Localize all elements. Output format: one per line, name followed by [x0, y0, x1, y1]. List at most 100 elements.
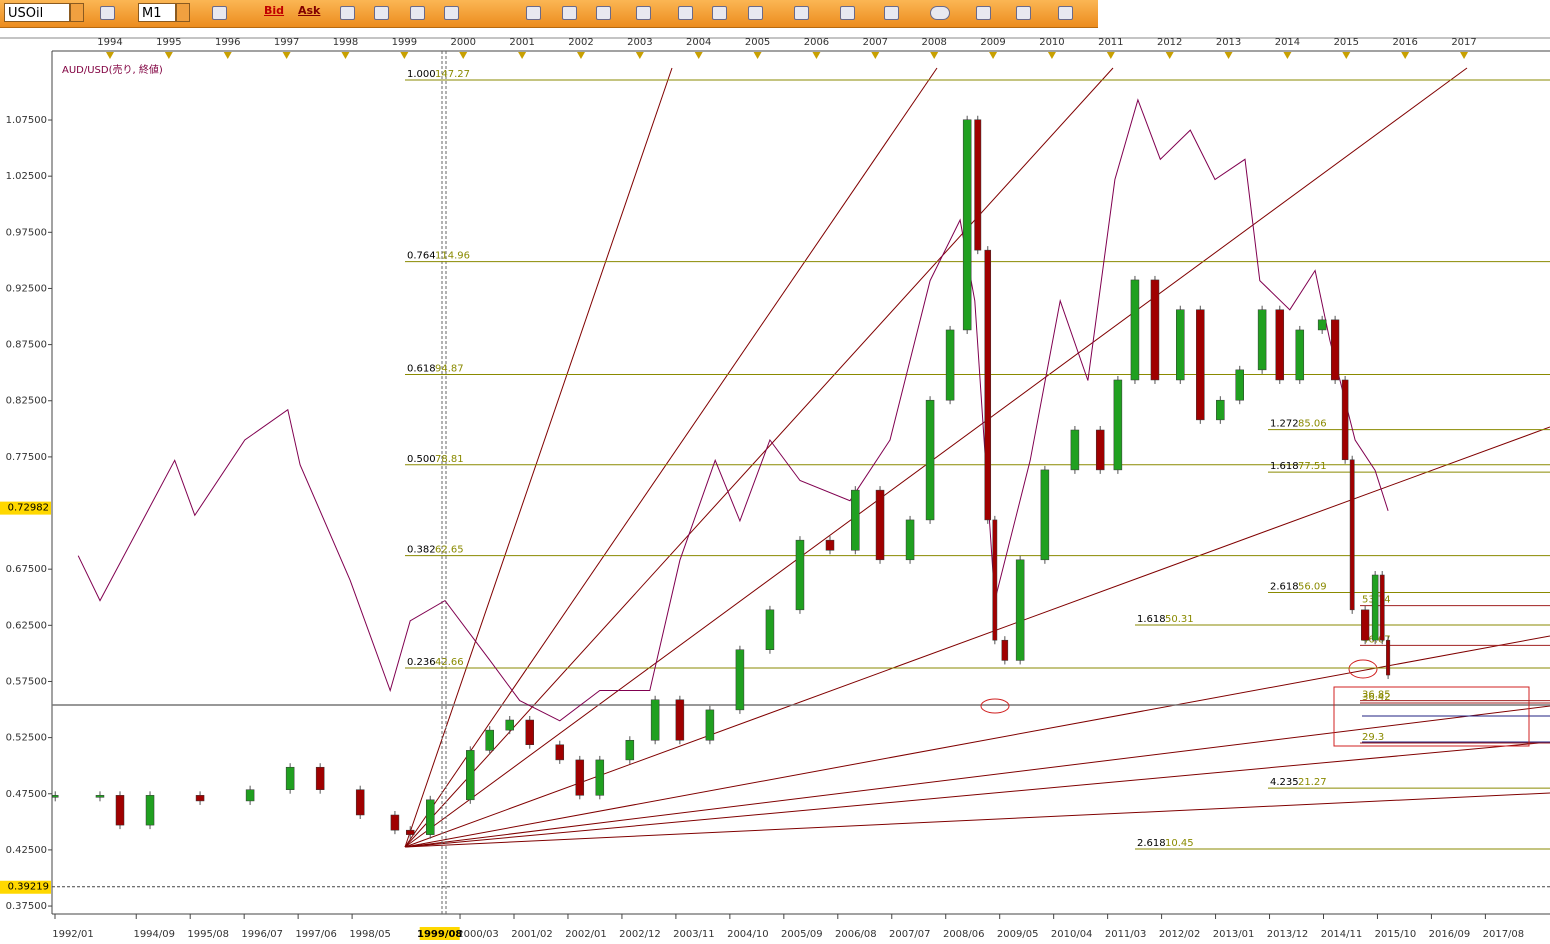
candle: [1379, 574, 1385, 641]
fan-line: [404, 67, 1468, 848]
tool-icon[interactable]: [678, 6, 693, 20]
x-tick-label: 2016/09: [1429, 929, 1471, 940]
candle: [1113, 379, 1123, 471]
candle: [485, 729, 494, 751]
highlight-ellipse: [1348, 659, 1378, 679]
year-label: 2003: [627, 37, 652, 48]
tool-icon[interactable]: [636, 6, 651, 20]
candle: [1001, 639, 1009, 661]
fib-ratio: 1.000: [407, 69, 436, 80]
tool-icon[interactable]: [596, 6, 611, 20]
candle: [974, 119, 982, 251]
x-tick-label: 1994/09: [133, 929, 175, 940]
ask-button[interactable]: Ask: [298, 4, 321, 17]
tool-icon[interactable]: [526, 6, 541, 20]
candle: [285, 766, 295, 790]
year-label: 1995: [156, 37, 181, 48]
candle: [1150, 279, 1160, 381]
tool-icon[interactable]: [374, 6, 389, 20]
fan-line: [404, 67, 673, 848]
tool-icon[interactable]: [1016, 6, 1031, 20]
tool-icon[interactable]: [444, 6, 459, 20]
candle: [992, 519, 998, 641]
price-tag: 0.72982: [8, 503, 49, 514]
candle: [984, 249, 992, 521]
candle: [1317, 319, 1327, 331]
tool-icon[interactable]: [930, 6, 950, 20]
fib-ratio: 1.272: [1270, 419, 1299, 430]
year-label: 1996: [215, 37, 240, 48]
timeframe-dropdown[interactable]: [176, 3, 190, 22]
candle: [1275, 309, 1285, 381]
tool-icon[interactable]: [884, 6, 899, 20]
fib-value: 147.27: [435, 69, 470, 80]
bid-button[interactable]: Bid: [264, 4, 285, 17]
candle: [962, 119, 972, 331]
tool-icon[interactable]: [340, 6, 355, 20]
year-label: 2009: [980, 37, 1005, 48]
x-tick-label: 1996/07: [241, 929, 283, 940]
candle: [1295, 329, 1305, 381]
fib-value: 62.65: [435, 545, 464, 556]
x-tick-label: 2014/11: [1321, 929, 1363, 940]
tool-icon[interactable]: [100, 6, 115, 20]
tool-icon[interactable]: [840, 6, 855, 20]
tool-icon[interactable]: [976, 6, 991, 20]
fib-ratio: 1.618: [1270, 461, 1299, 472]
x-tick-label: 2017/08: [1483, 929, 1525, 940]
fib-value: 10.45: [1165, 838, 1194, 849]
highlight-box: [1333, 686, 1530, 747]
tool-icon[interactable]: [748, 6, 763, 20]
fib-value: 21.27: [1298, 777, 1327, 788]
x-tick-label: 2002/12: [619, 929, 661, 940]
candle: [705, 709, 715, 741]
symbol-dropdown[interactable]: [70, 3, 84, 22]
fan-line: [404, 741, 1550, 848]
year-label: 2010: [1039, 37, 1064, 48]
y-tick-label: 1.02500: [6, 171, 47, 182]
candle: [555, 744, 565, 761]
fib-value: 42.66: [435, 657, 464, 668]
tool-icon[interactable]: [410, 6, 425, 20]
year-label: 1994: [97, 37, 122, 48]
fib-ratio: 0.618: [407, 364, 436, 375]
fib-value: 78.81: [435, 454, 464, 465]
year-marker: [341, 52, 350, 59]
year-label: 2008: [921, 37, 946, 48]
year-marker: [1283, 52, 1292, 59]
year-label: 2016: [1392, 37, 1417, 48]
year-marker: [1165, 52, 1174, 59]
year-marker: [989, 52, 998, 59]
candle: [426, 799, 435, 835]
x-tick-label: 2008/06: [943, 929, 985, 940]
fan-line: [404, 705, 1550, 848]
audusd-line: [77, 98, 1389, 722]
year-marker: [635, 52, 644, 59]
candle: [1216, 399, 1225, 421]
year-marker: [753, 52, 762, 59]
x-tick-label: 1992/01: [52, 929, 94, 940]
tool-icon[interactable]: [712, 6, 727, 20]
tool-icon[interactable]: [562, 6, 577, 20]
fib-ratio: 0.764: [407, 251, 436, 262]
tool-icon[interactable]: [212, 6, 227, 20]
candle: [625, 739, 635, 761]
fib-ratio: 0.236: [407, 657, 436, 668]
tool-icon[interactable]: [794, 6, 809, 20]
timeframe-select[interactable]: M1: [138, 3, 176, 22]
tool-icon[interactable]: [1058, 6, 1073, 20]
x-tick-label: 2004/10: [727, 929, 769, 940]
fib-value: 94.87: [435, 364, 464, 375]
fib-value: 36.85: [1362, 690, 1391, 701]
year-label: 2014: [1275, 37, 1300, 48]
candle: [1349, 459, 1355, 611]
candle: [925, 399, 935, 521]
candle: [95, 795, 105, 798]
y-tick-label: 0.82500: [6, 396, 47, 407]
candle: [735, 649, 745, 711]
x-tick-label: 2005/09: [781, 929, 823, 940]
symbol-select[interactable]: USOil: [4, 3, 70, 22]
year-label: 2005: [745, 37, 770, 48]
candle: [145, 795, 155, 826]
fan-line: [404, 635, 1550, 848]
